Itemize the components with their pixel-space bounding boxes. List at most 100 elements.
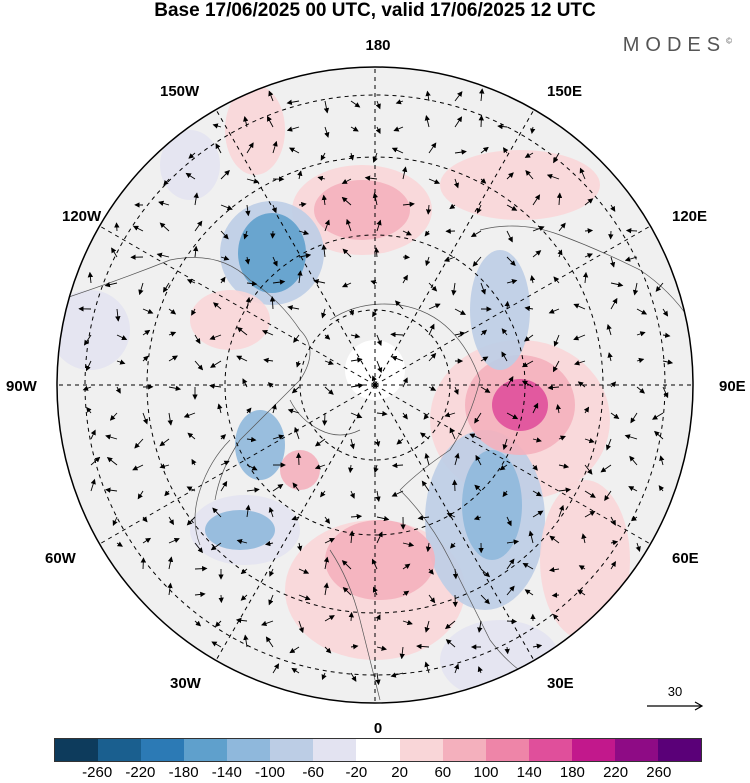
wind-arrow <box>452 479 458 492</box>
wind-arrow <box>210 542 222 551</box>
wind-arrow <box>116 334 128 340</box>
wind-arrow <box>142 355 149 362</box>
wind-arrow <box>194 542 203 554</box>
wind-arrow <box>375 126 381 135</box>
wind-arrow <box>372 192 379 206</box>
wind-arrow <box>450 542 456 549</box>
wind-arrow <box>480 356 489 362</box>
wind-arrow <box>452 568 459 580</box>
wind-arrow <box>662 386 669 399</box>
wind-arrow <box>298 568 310 574</box>
colorbar-tick-label: 220 <box>603 764 629 781</box>
wind-arrow <box>163 282 170 293</box>
wind-arrow <box>475 454 482 466</box>
wind-arrow <box>364 175 378 181</box>
wind-arrow <box>298 620 304 634</box>
anomaly-blob <box>470 250 530 370</box>
lon-label-90w: 90W <box>6 378 38 395</box>
wind-arrow <box>454 452 460 466</box>
wind-arrow <box>324 646 332 654</box>
colorbar-tick-label: -180 <box>168 764 199 781</box>
wind-arrow <box>291 667 300 674</box>
wind-arrow <box>583 406 590 414</box>
wind-arrow <box>402 619 413 626</box>
wind-arrow <box>193 192 199 206</box>
wind-arrow <box>524 589 534 596</box>
wind-arrow <box>317 175 326 182</box>
wind-arrow <box>261 329 274 336</box>
colorbar-swatch <box>313 739 357 761</box>
wind-arrow <box>421 480 430 492</box>
wind-arrow <box>547 384 560 391</box>
wind-arrow <box>610 516 616 526</box>
wind-arrow <box>287 408 300 414</box>
wind-arrow <box>167 412 173 426</box>
colorbar-swatch <box>442 739 486 761</box>
wind-arrow <box>395 99 404 105</box>
wind-arrow <box>185 172 196 180</box>
wind-arrow <box>324 359 334 366</box>
wind-arrow <box>105 487 118 493</box>
wind-arrow <box>584 228 594 234</box>
wind-arrow <box>186 516 196 526</box>
meridian-line <box>99 225 376 386</box>
wind-arrow <box>610 539 619 546</box>
lon-label-0: 0 <box>374 720 382 737</box>
wind-arrow <box>321 194 327 206</box>
wind-arrow <box>402 201 415 207</box>
colorbar-tick-label: 100 <box>473 764 499 781</box>
wind-arrow <box>424 115 430 128</box>
wind-arrow <box>553 334 560 347</box>
wind-arrow <box>272 434 285 440</box>
wind-arrow <box>506 585 515 596</box>
wind-arrow <box>424 452 430 466</box>
wind-arrow <box>474 484 482 492</box>
wind-arrow <box>524 152 534 158</box>
wind-arrow <box>295 452 302 466</box>
wind-arrow <box>625 228 638 234</box>
wind-arrow <box>376 219 382 232</box>
meridian-line <box>374 225 651 386</box>
colorbar-tick-label: -100 <box>254 764 286 781</box>
wind-arrow <box>556 192 563 206</box>
wind-arrow <box>525 170 534 180</box>
anomaly-blob <box>462 450 522 560</box>
colorbar-swatch <box>571 739 615 761</box>
colorbar-tick-label: -60 <box>302 764 325 781</box>
wind-arrow <box>245 504 251 518</box>
wind-arrow <box>142 516 148 523</box>
wind-arrow <box>115 308 121 322</box>
wind-arrow <box>191 308 197 316</box>
meridian-line <box>215 109 376 386</box>
wind-arrow <box>610 412 620 420</box>
lon-label-180: 180 <box>365 37 390 54</box>
wind-arrow <box>168 308 177 315</box>
wind-arrow <box>399 646 405 660</box>
wind-arrow <box>428 178 441 185</box>
wind-arrow <box>449 203 456 210</box>
wind-arrow <box>530 126 536 134</box>
wind-arrow <box>194 220 203 232</box>
wind-arrow <box>105 434 118 440</box>
wind-arrow <box>297 170 303 180</box>
anomaly-blob <box>314 180 410 240</box>
wind-arrow <box>497 123 508 130</box>
wind-arrow <box>453 386 459 395</box>
wind-arrow <box>523 334 534 342</box>
wind-arrow <box>268 594 274 606</box>
wind-arrow <box>446 512 456 518</box>
wind-arrow <box>606 323 612 336</box>
colorbar-tick-label: 20 <box>391 764 408 781</box>
wind-arrow <box>168 516 174 526</box>
wind-arrow <box>506 204 518 211</box>
wind-arrow <box>341 178 352 184</box>
wind-arrow <box>423 412 430 420</box>
wind-arrow <box>246 436 257 443</box>
lon-label-30w: 30W <box>170 675 202 692</box>
wind-arrow <box>342 248 352 258</box>
anomaly-blob <box>492 379 548 431</box>
wind-arrow <box>393 126 404 132</box>
wind-arrow <box>636 357 645 364</box>
wind-arrow <box>573 303 586 310</box>
